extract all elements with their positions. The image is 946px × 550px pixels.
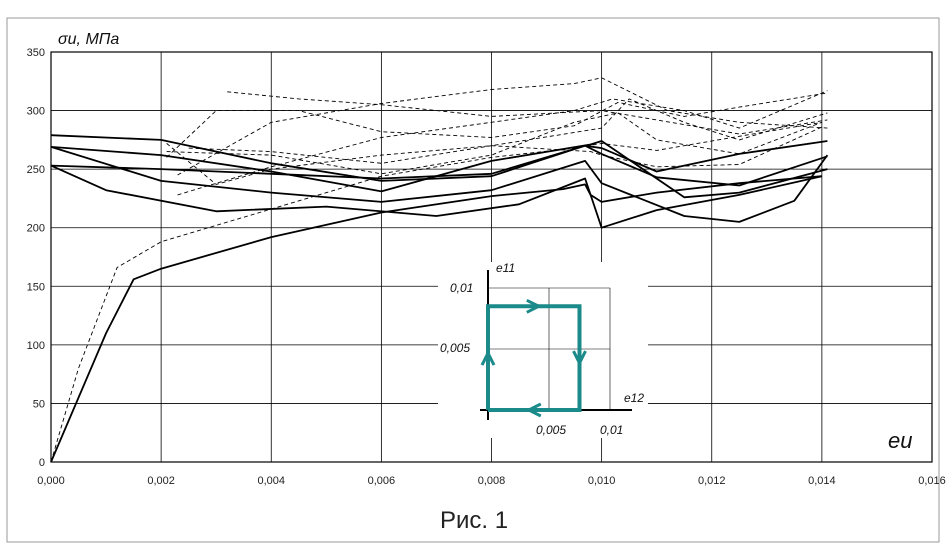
solid-series-line-6 bbox=[50, 140, 828, 180]
dashed-series-line-12 bbox=[177, 77, 828, 176]
y-tick-label: 0 bbox=[39, 457, 45, 469]
inset-direction-arrow bbox=[480, 349, 496, 366]
x-tick-label: 0,012 bbox=[698, 475, 726, 487]
x-tick-label: 0,002 bbox=[147, 475, 175, 487]
dashed-series-line-8 bbox=[166, 126, 823, 185]
y-tick-label: 200 bbox=[27, 223, 45, 235]
dashed-series-line-13 bbox=[188, 98, 828, 164]
figure-caption: Рис. 1 bbox=[440, 507, 508, 534]
inset-loading-path bbox=[480, 298, 587, 418]
x-tick-label: 0,006 bbox=[368, 475, 396, 487]
inset-y-tick-1: 0,005 bbox=[440, 341, 470, 355]
inset-x-axis-label: e12 bbox=[624, 391, 644, 405]
inset-y-tick-2: 0,01 bbox=[450, 281, 473, 295]
dashed-series-line-14 bbox=[227, 91, 828, 135]
y-tick-label: 100 bbox=[27, 340, 45, 352]
solid-series-line-4 bbox=[50, 134, 828, 187]
solid-series-line-5 bbox=[50, 140, 828, 199]
inset-direction-arrow bbox=[572, 350, 587, 367]
dashed-series-line-7 bbox=[50, 121, 822, 463]
x-tick-label: 0,014 bbox=[808, 475, 836, 487]
x-tick-label: 0,004 bbox=[257, 475, 285, 487]
y-axis-ticks: 0 50 100 150 200 250 300 350 bbox=[27, 47, 45, 469]
y-tick-label: 150 bbox=[27, 281, 45, 293]
solid-series-line-3 bbox=[50, 146, 829, 223]
y-tick-label: 50 bbox=[33, 398, 45, 410]
solid-series-line-1 bbox=[50, 175, 822, 463]
x-axis-title: eu bbox=[888, 428, 912, 453]
inset-x-tick-2: 0,01 bbox=[600, 423, 623, 437]
y-tick-label: 250 bbox=[27, 164, 45, 176]
dashed-series-line-11 bbox=[177, 90, 828, 196]
inset-grid bbox=[488, 287, 611, 410]
y-axis-title: σu, МПа bbox=[58, 31, 119, 48]
dashed-series-line-10 bbox=[166, 92, 828, 158]
inset-strain-diagram: e11 e12 0,01 0,005 0,005 0,01 bbox=[438, 261, 648, 438]
dashed-series-line-9 bbox=[166, 112, 823, 175]
y-tick-label: 350 bbox=[27, 47, 45, 59]
inset-x-tick-1: 0,005 bbox=[536, 423, 566, 437]
x-tick-label: 0,016 bbox=[918, 475, 946, 487]
inset-path-line bbox=[486, 304, 582, 412]
x-tick-label: 0,010 bbox=[588, 475, 616, 487]
x-axis-ticks: 0,000 0,002 0,004 0,006 0,008 0,010 0,012 0,014… bbox=[37, 475, 946, 487]
solid-series-line-2 bbox=[50, 164, 823, 229]
inset-y-axis-label: e11 bbox=[496, 261, 515, 275]
series-group bbox=[50, 77, 829, 463]
x-tick-label: 0,008 bbox=[478, 475, 506, 487]
y-tick-label: 300 bbox=[27, 106, 45, 118]
inset-direction-arrow bbox=[525, 402, 542, 418]
inset-direction-arrow bbox=[526, 298, 543, 314]
x-tick-label: 0,000 bbox=[37, 475, 65, 487]
